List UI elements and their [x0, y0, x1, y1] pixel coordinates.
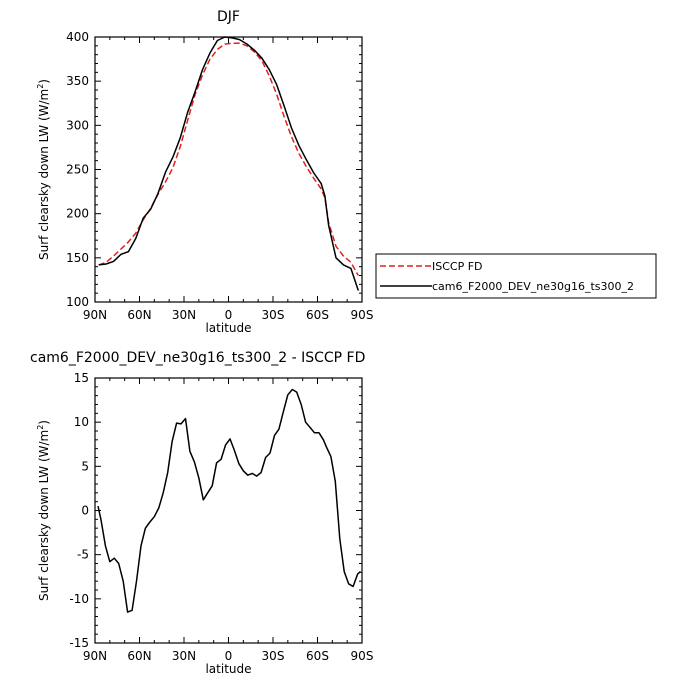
difference-chart: 90N 60N 30N 0 30S 60S 90S -15 -10 -5 0 5 10 15 cam6_F2… [30, 350, 373, 676]
y-tick-label: 100 [66, 295, 89, 309]
x-axis-title: latitude [205, 662, 251, 676]
y-tick-label: 5 [81, 459, 89, 473]
x-tick-label: 90S [351, 308, 374, 322]
x-tick-label: 0 [225, 649, 233, 663]
y-axis-title-sup: 2 [36, 84, 45, 89]
x-tick-label: 30N [172, 308, 196, 322]
x-tick-label: 60N [127, 649, 151, 663]
x-tick-label: 90N [83, 308, 107, 322]
y-tick-label: -10 [69, 592, 89, 606]
y-axis-title: Surf clearsky down LW (W/m2) [36, 420, 51, 601]
y-tick-label: -15 [69, 636, 89, 650]
y-tick-label: 10 [74, 415, 89, 429]
x-tick-label: 30S [262, 649, 285, 663]
series-line-1 [98, 36, 360, 291]
y-axis-title-close: ) [37, 79, 51, 84]
legend: ISCCP FD cam6_F2000_DEV_ne30g16_ts300_2 [375, 253, 657, 299]
x-tick-label: 90N [83, 649, 107, 663]
y-tick-label: 300 [66, 118, 89, 132]
series-line-0 [97, 388, 362, 613]
y-tick-label: 200 [66, 207, 89, 221]
y-axis-title: Surf clearsky down LW (W/m2) [36, 79, 51, 260]
y-tick-label: 250 [66, 163, 89, 177]
x-axis-title: latitude [205, 321, 251, 335]
chart-title: cam6_F2000_DEV_ne30g16_ts300_2 - ISCCP F… [30, 350, 365, 366]
y-axis-title-main: Surf clearsky down LW (W/m [37, 430, 51, 601]
x-tick-label: 60N [127, 308, 151, 322]
plot-frame [94, 377, 363, 644]
y-axis-title-sup: 2 [36, 425, 45, 430]
y-tick-label: -5 [77, 548, 89, 562]
x-tick-label: 60S [306, 649, 329, 663]
x-tick-label: 30N [172, 649, 196, 663]
legend-box [375, 253, 657, 299]
y-tick-label: 15 [74, 371, 89, 385]
plot-frame [94, 36, 363, 303]
y-tick-label: 150 [66, 251, 89, 265]
y-tick-label: 350 [66, 74, 89, 88]
y-tick-label: 0 [81, 504, 89, 518]
chart-title: DJF [217, 9, 240, 25]
series-line-0 [98, 42, 359, 276]
legend-label-1: cam6_F2000_DEV_ne30g16_ts300_2 [432, 280, 634, 293]
y-axis-title-close: ) [37, 420, 51, 425]
y-tick-label: 400 [66, 30, 89, 44]
x-tick-label: 90S [351, 649, 374, 663]
top-chart: 90N 60N 30N 0 30S 60S 90S 100 150 200 250 300 350 400… [36, 9, 373, 335]
legend-label-0: ISCCP FD [432, 260, 483, 273]
x-tick-label: 0 [225, 308, 233, 322]
y-axis-title-main: Surf clearsky down LW (W/m [37, 89, 51, 260]
x-tick-label: 30S [262, 308, 285, 322]
x-tick-label: 60S [306, 308, 329, 322]
